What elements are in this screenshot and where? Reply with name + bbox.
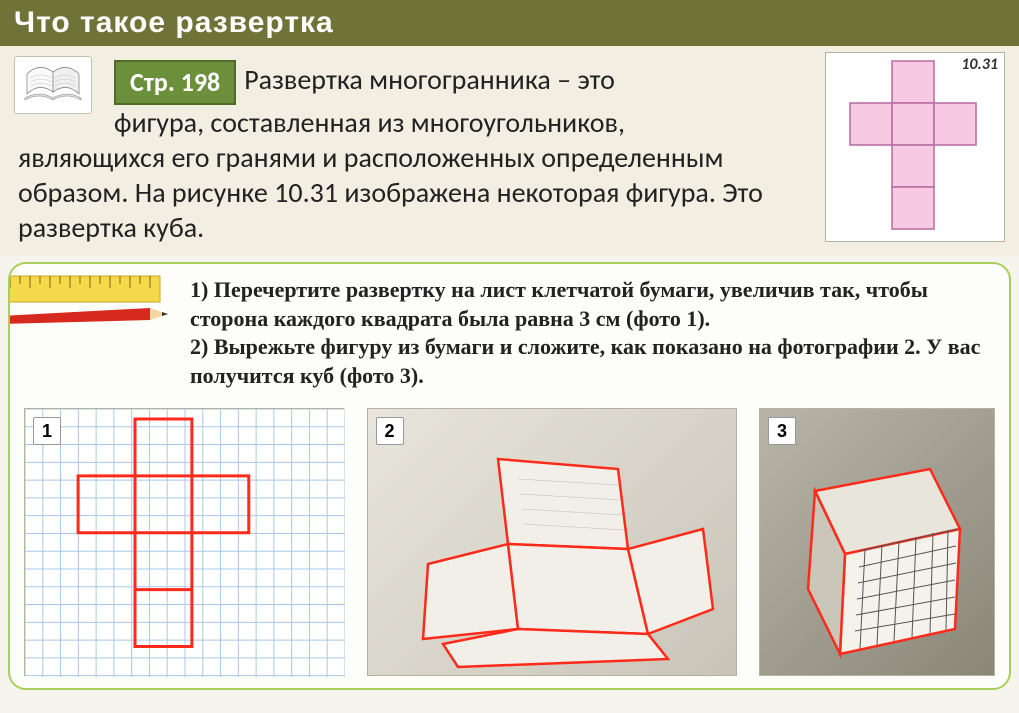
definition-block: 10.31 Стр. 198Развертка многогранника – …	[0, 46, 1019, 256]
definition-line1: Развертка многогранника – это	[244, 62, 615, 97]
photo-badge-1: 1	[33, 417, 61, 445]
photo-row: 1 2	[10, 400, 1009, 676]
photo-1: 1	[24, 408, 344, 676]
instruction-panel: 1) Перечертите развертку на лист клетчат…	[8, 262, 1011, 690]
book-icon	[14, 56, 92, 114]
definition-line2: фигура, составленная из многоугольников,	[114, 105, 801, 140]
instruction-item-2: 2) Вырежьте фигуру из бумаги и сложите, …	[190, 333, 991, 390]
page-title: Что такое развертка	[0, 0, 1019, 46]
definition-rest: являющихся его гранями и расположенных о…	[18, 140, 801, 245]
photo-2: 2	[367, 408, 737, 676]
photo-badge-3: 3	[768, 417, 796, 445]
instruction-item-1: 1) Перечертите развертку на лист клетчат…	[190, 276, 991, 333]
photo-badge-2: 2	[376, 417, 404, 445]
figure-10-31: 10.31	[825, 52, 1005, 242]
photo-3: 3	[759, 408, 995, 676]
ruler-pencil-icon	[8, 272, 170, 332]
page-badge: Стр. 198	[114, 60, 236, 105]
figure-label: 10.31	[961, 55, 998, 74]
